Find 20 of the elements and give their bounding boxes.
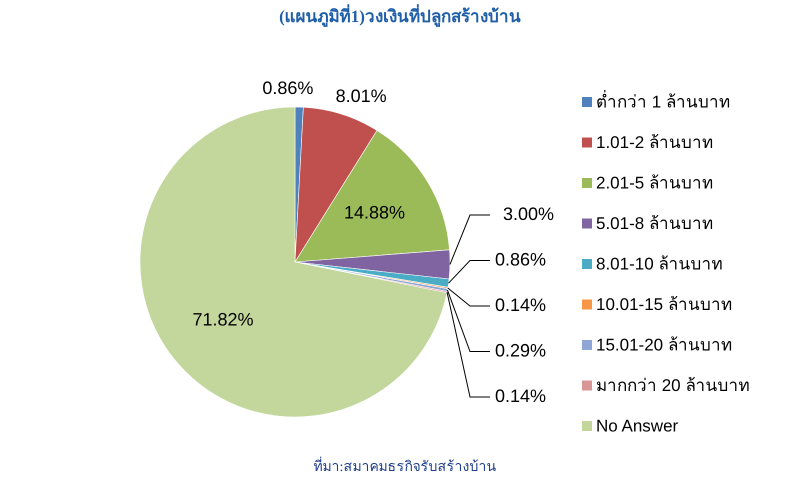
legend-label: มากกว่า 20 ล้านบาท	[596, 376, 750, 395]
legend-label: 1.01-2 ล้านบาท	[596, 132, 713, 152]
text: ที่มา:สมาคมธรกิจรับสร้างบ้าน	[314, 457, 496, 475]
data-label: 3.00%	[503, 204, 554, 224]
legend-label: 15.01-20 ล้านบาท	[596, 335, 732, 354]
chart-title: (แผนภูมิที่1)วงเงินที่ปลูกสร้างบ้าน	[279, 4, 521, 28]
data-label: 71.82%	[192, 310, 254, 330]
data-label: 14.88%	[344, 202, 406, 222]
data-label: 0.86%	[262, 78, 314, 98]
data-label: 0.29%	[495, 340, 546, 360]
legend-label: ต่ำกว่า 1 ล้านบาท	[596, 89, 730, 112]
data-label: 8.01%	[336, 86, 387, 106]
legend-label: 8.01-10 ล้านบาท	[596, 254, 722, 274]
legend-label: 2.01-5 ล้านบาท	[596, 173, 713, 192]
data-label: 0.14%	[495, 294, 546, 315]
legend-label: 5.01-8 ล้านบาท	[596, 214, 713, 233]
legend-label: 10.01-15 ล้านบาท	[596, 294, 732, 314]
legend-label: No Answer	[596, 416, 679, 436]
data-label: 0.86%	[495, 249, 546, 270]
data-label: 0.14%	[495, 386, 546, 406]
